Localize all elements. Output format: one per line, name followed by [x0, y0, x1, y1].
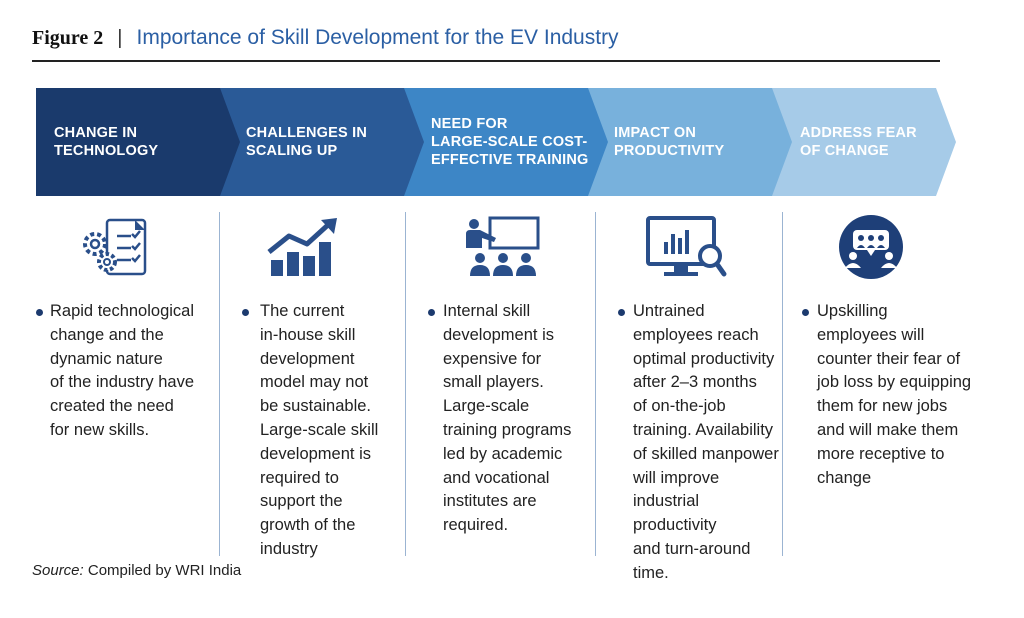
header-rule [32, 60, 940, 62]
step-4-header: IMPACT ON PRODUCTIVITY [614, 125, 725, 159]
bullet-dot [242, 309, 249, 316]
bullet-dot [802, 309, 809, 316]
chevron-step-2: CHALLENGES IN SCALING UP [220, 88, 432, 196]
step-5-header: ADDRESS FEAR OF CHANGE [800, 125, 917, 159]
chevron-step-3: NEED FOR LARGE-SCALE COST- EFFECTIVE TRA… [404, 88, 616, 196]
column-divider [595, 212, 596, 556]
column-divider [405, 212, 406, 556]
source-note: Source: Compiled by WRI India [32, 562, 241, 579]
step-2-header: CHALLENGES IN SCALING UP [246, 125, 368, 159]
column-divider [782, 212, 783, 556]
step-5-description: Upskilling employees will counter their … [817, 302, 972, 487]
bullet-dot [36, 309, 43, 316]
chevron-step-5: ADDRESS FEAR OF CHANGE [772, 88, 956, 196]
column-divider [219, 212, 220, 556]
step-1-header: CHANGE IN TECHNOLOGY [54, 125, 159, 159]
gears-checklist-icon [70, 212, 160, 282]
classroom-training-icon [458, 212, 548, 282]
chevron-step-1: CHANGE IN TECHNOLOGY [36, 88, 248, 196]
step-4-description: Untrained employees reach optimal produc… [633, 302, 779, 582]
bullet-dot [428, 309, 435, 316]
figure-label: Figure 2 [32, 26, 104, 49]
figure-header: Figure 2 | Importance of Skill Developme… [32, 20, 940, 56]
step-1-description: Rapid technological change and the dynam… [50, 302, 195, 439]
source-prefix: Source: [32, 562, 84, 579]
process-chevrons: CHANGE IN TECHNOLOGY CHALLENGES IN SCALI… [36, 88, 956, 196]
source-text: Compiled by WRI India [87, 562, 242, 579]
bullet-dot [618, 309, 625, 316]
figure-separator: | [117, 26, 123, 49]
step-2-description: The current in-house skill development m… [260, 302, 379, 558]
step-3-header: NEED FOR LARGE-SCALE COST- EFFECTIVE TRA… [431, 116, 589, 168]
group-discussion-icon [826, 212, 916, 282]
monitor-analytics-icon [640, 212, 730, 282]
chevron-step-4: IMPACT ON PRODUCTIVITY [588, 88, 800, 196]
figure-title: Importance of Skill Development for the … [136, 26, 619, 49]
step-3-description: Internal skill development is expensive … [443, 302, 572, 535]
growth-chart-icon [258, 212, 348, 282]
